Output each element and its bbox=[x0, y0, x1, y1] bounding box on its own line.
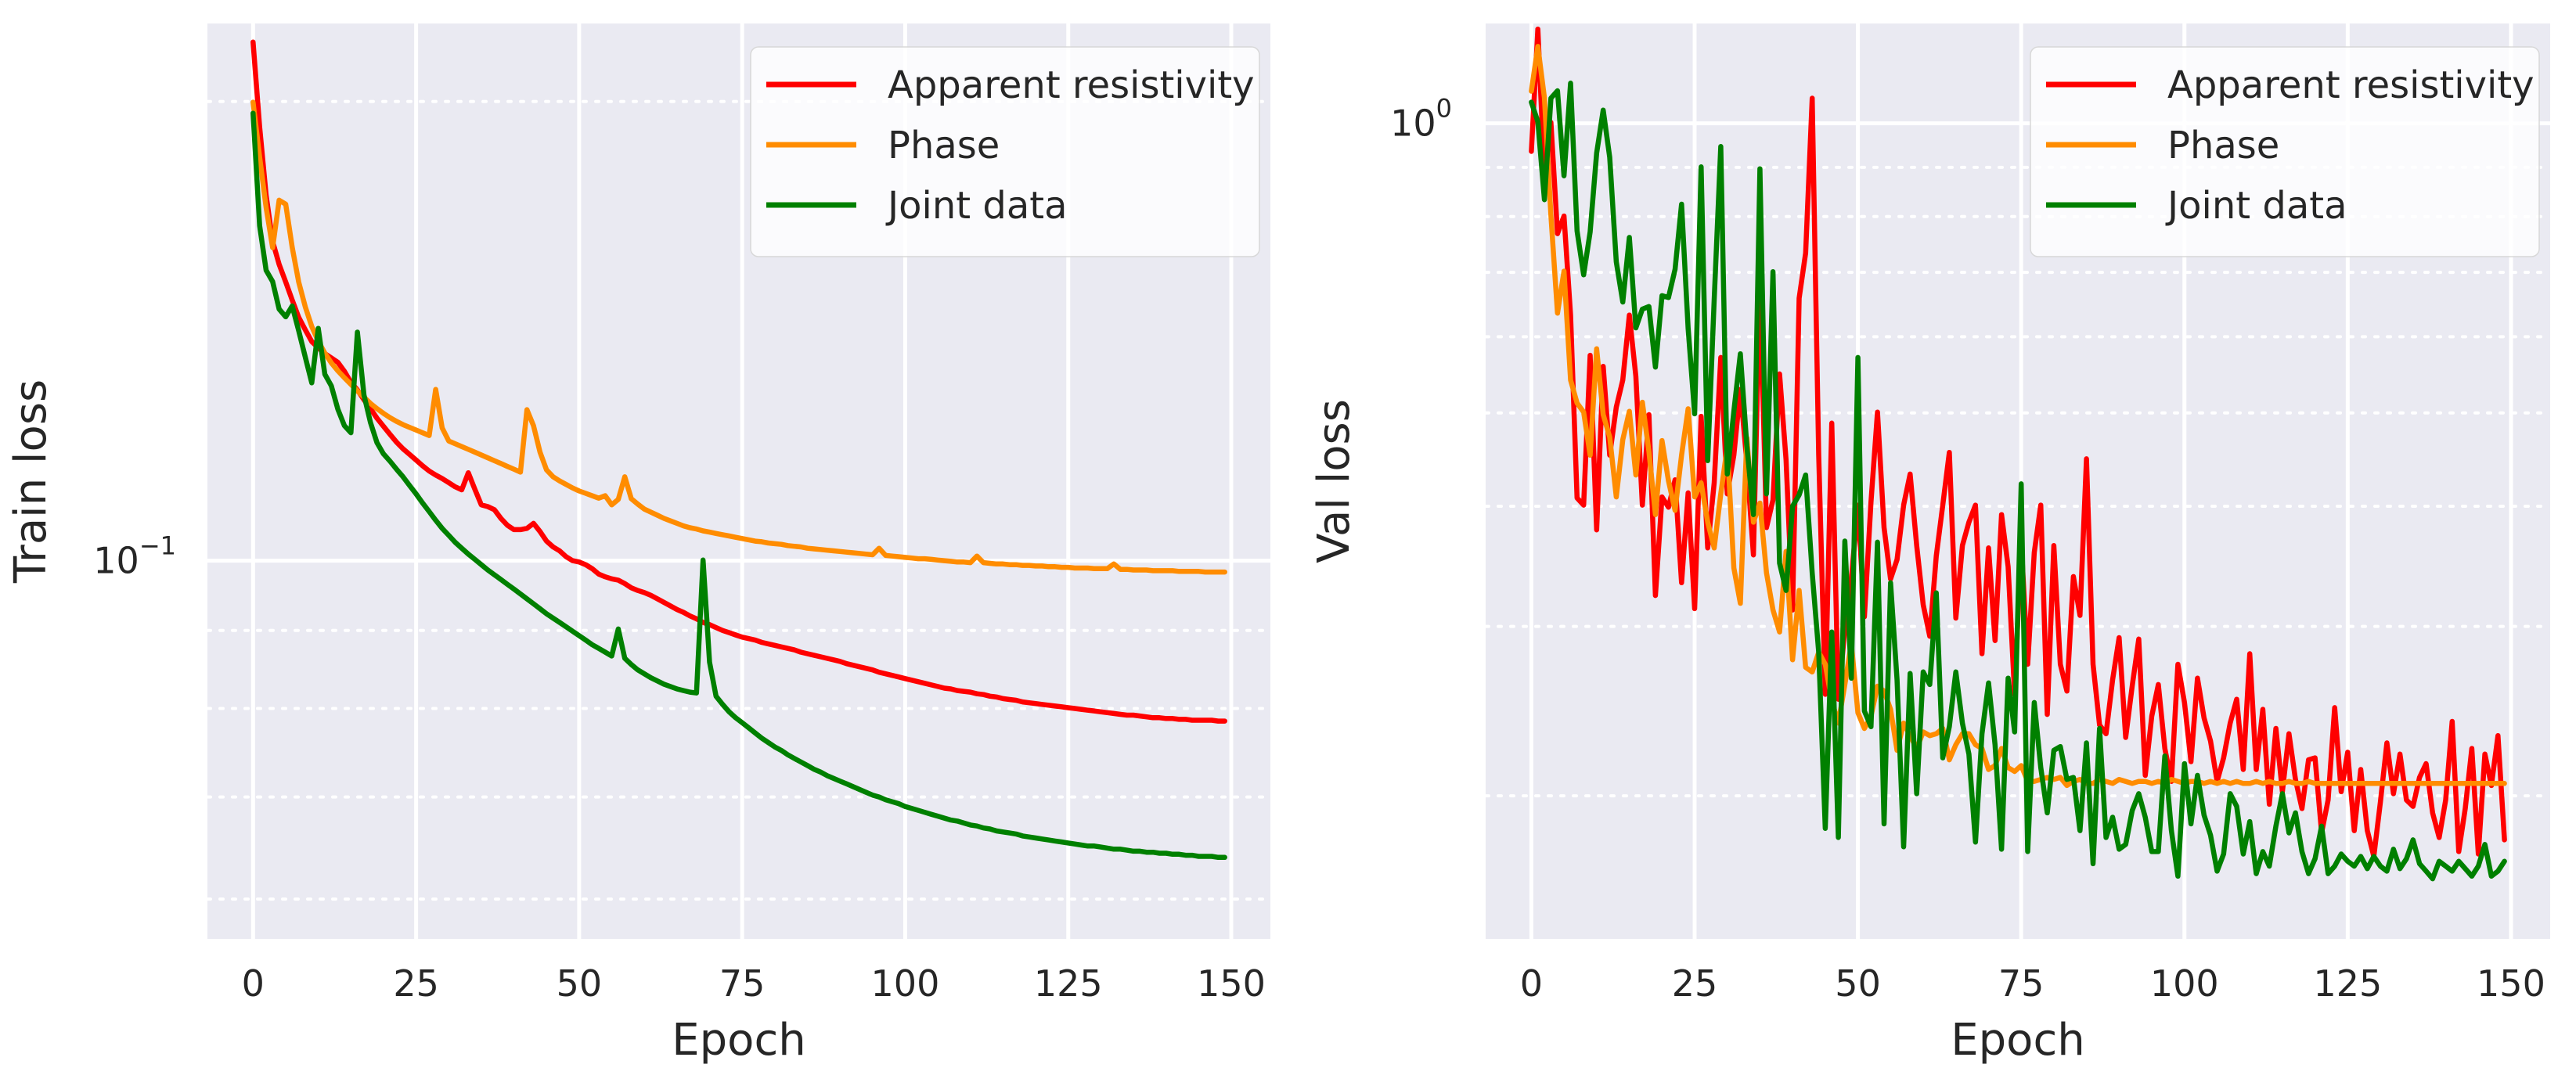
y-tick-exponent: 0 bbox=[1436, 94, 1452, 124]
x-tick-label: 125 bbox=[2313, 962, 2382, 1005]
x-axis-label: Epoch bbox=[1951, 1015, 2084, 1066]
legend-entry-joint-data: Joint data bbox=[885, 184, 1067, 228]
x-axis-label: Epoch bbox=[672, 1015, 805, 1066]
train-loss-panel: 10−1 0 25 50 75 100 125 150 Epoch Train loss Appar… bbox=[5, 23, 1272, 1066]
x-tick-label: 0 bbox=[1520, 962, 1543, 1005]
legend-entry-joint-data: Joint data bbox=[2165, 184, 2347, 228]
series-line-joint-data bbox=[250, 110, 1227, 861]
legend-entry-phase: Phase bbox=[888, 124, 1000, 167]
y-tick-label: 10−1 bbox=[93, 531, 176, 582]
y-tick-label: 100 bbox=[1390, 94, 1452, 145]
legend: Apparent resistivity Phase Joint data bbox=[750, 46, 1260, 257]
x-tick-label: 25 bbox=[393, 962, 439, 1005]
legend-entry-apparent-resistivity: Apparent resistivity bbox=[2167, 63, 2535, 107]
series-line-phase bbox=[250, 99, 1227, 575]
y-axis-label: Train loss bbox=[5, 379, 56, 584]
y-tick-base: 10 bbox=[93, 540, 139, 582]
x-tick-label: 150 bbox=[1197, 962, 1266, 1005]
legend-box bbox=[750, 46, 1260, 257]
y-tick-base: 10 bbox=[1390, 102, 1436, 145]
y-axis-label: Val loss bbox=[1309, 399, 1360, 563]
legend-entry-apparent-resistivity: Apparent resistivity bbox=[888, 63, 1255, 107]
y-tick-exponent: −1 bbox=[139, 531, 176, 561]
series-line-phase bbox=[1529, 44, 2507, 789]
series-line-joint-data bbox=[1529, 81, 2507, 882]
x-tick-label: 75 bbox=[1998, 962, 2045, 1005]
x-tick-label: 25 bbox=[1672, 962, 1718, 1005]
x-tick-label: 150 bbox=[2477, 962, 2545, 1005]
x-tick-label: 50 bbox=[557, 962, 603, 1005]
x-tick-label: 100 bbox=[871, 962, 940, 1005]
x-tick-label: 125 bbox=[1034, 962, 1103, 1005]
series-line-apparent-resistivity bbox=[250, 39, 1227, 724]
legend-box bbox=[2030, 46, 2540, 257]
x-tick-label: 0 bbox=[242, 962, 265, 1005]
legend-entry-phase: Phase bbox=[2167, 124, 2279, 167]
legend: Apparent resistivity Phase Joint data bbox=[2030, 46, 2540, 257]
x-tick-label: 100 bbox=[2150, 962, 2219, 1005]
x-tick-label: 75 bbox=[719, 962, 766, 1005]
x-tick-label: 50 bbox=[1835, 962, 1881, 1005]
